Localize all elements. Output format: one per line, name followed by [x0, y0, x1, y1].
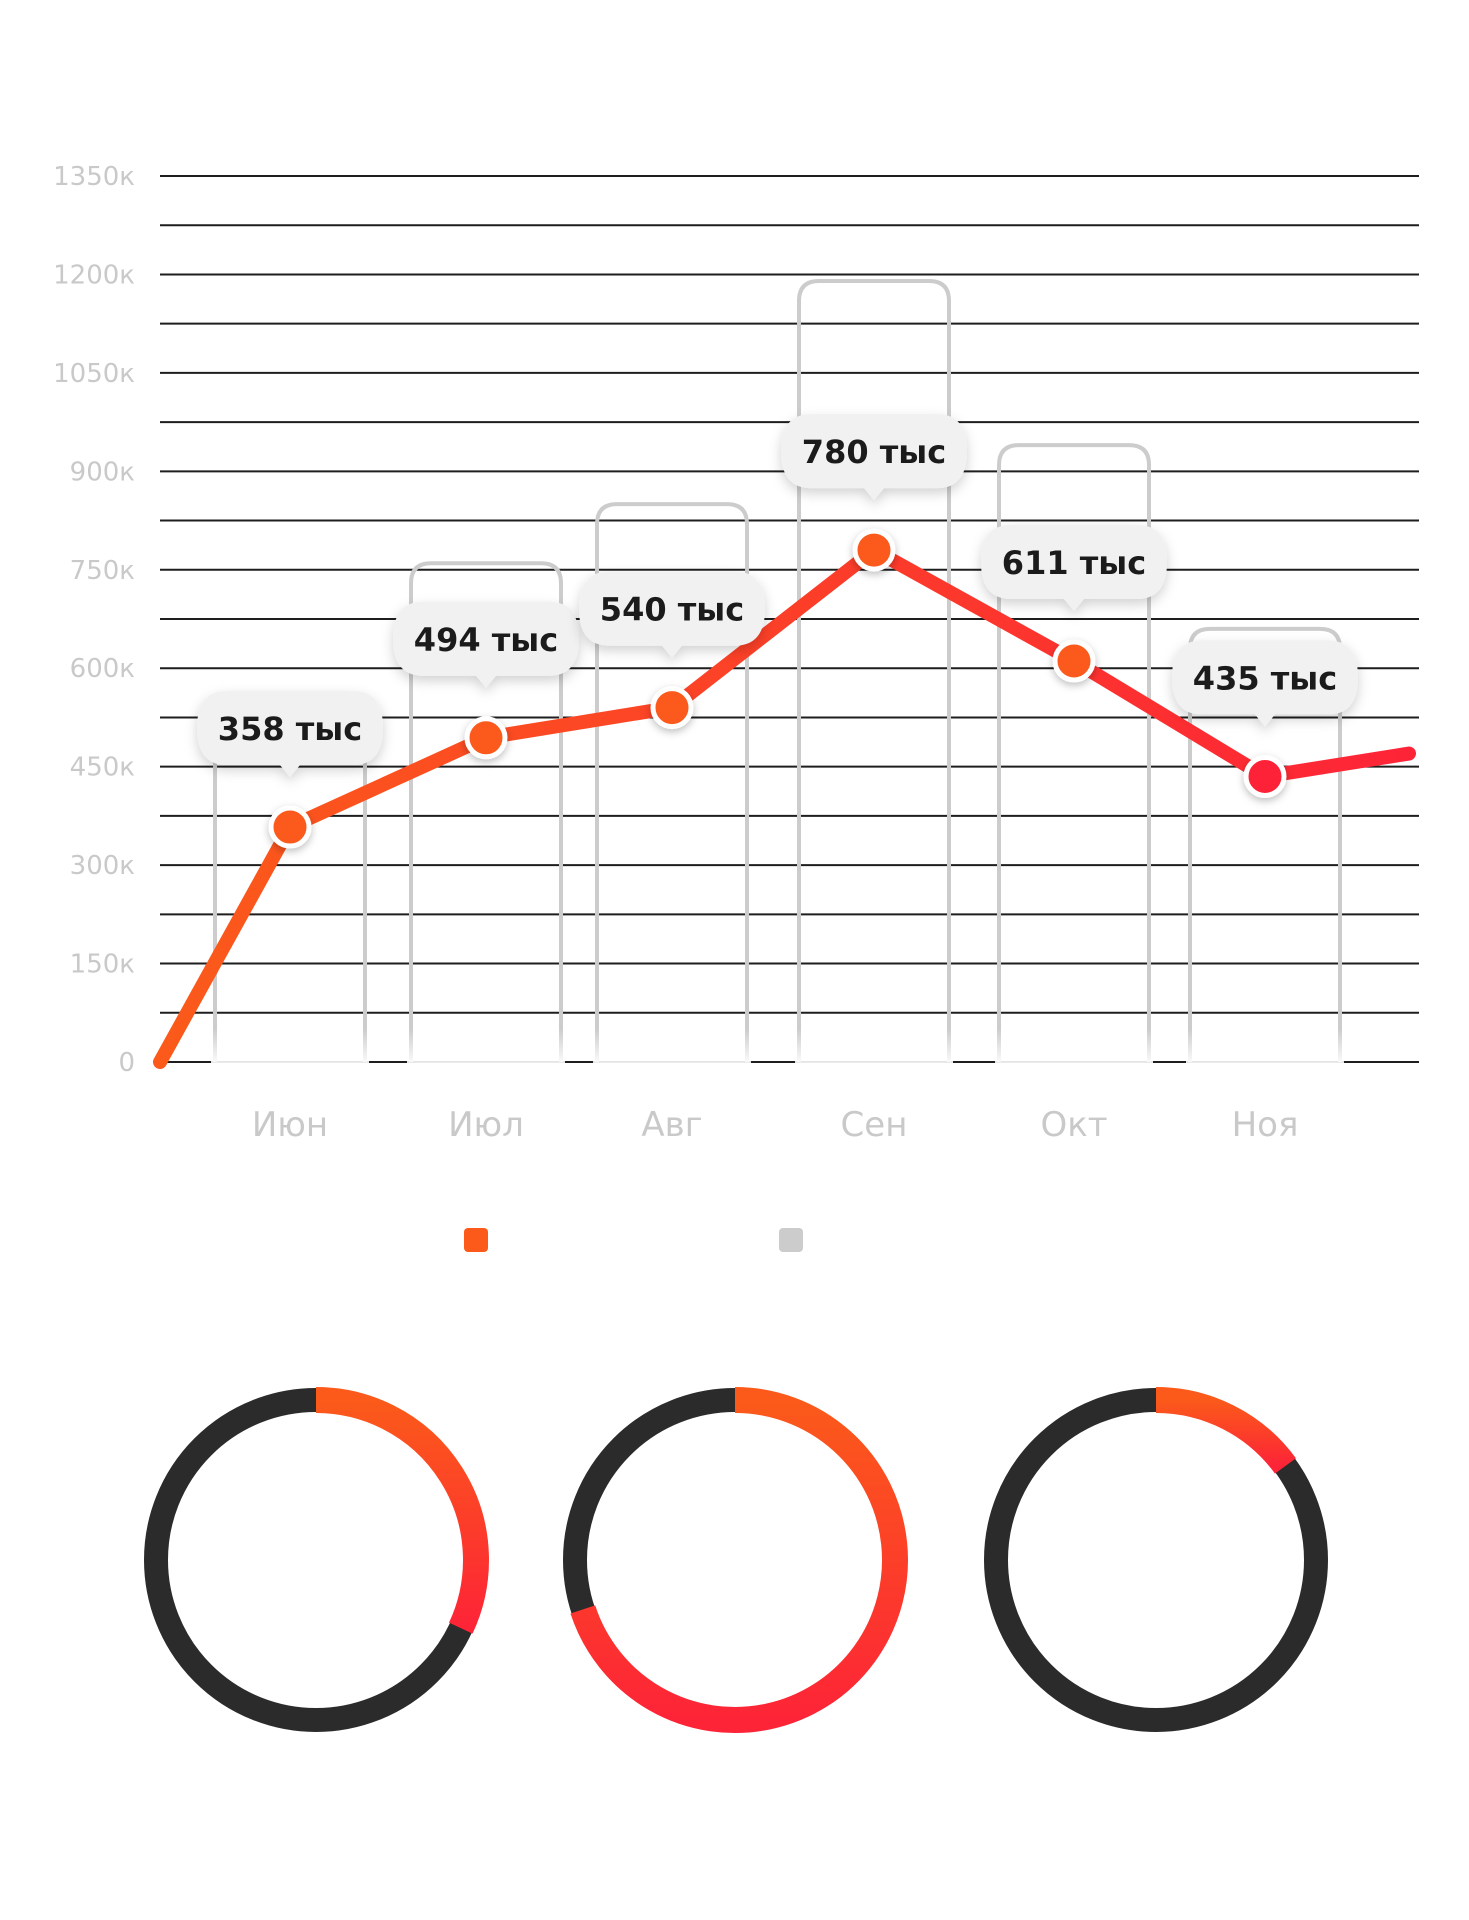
bar-fade: [407, 942, 565, 1066]
donut-arc: [1155, 1387, 1296, 1474]
data-point: [464, 716, 508, 760]
data-label-bubble: [781, 414, 967, 501]
bar-outlines: [211, 279, 1344, 1066]
bar-outline: [797, 279, 951, 1062]
data-point: [268, 805, 312, 849]
bar-fade: [995, 942, 1153, 1066]
x-tick-label: Сен: [841, 1105, 908, 1145]
data-label: 358 тыс: [218, 710, 362, 748]
y-tick-label: 0: [118, 1048, 135, 1078]
bar-fade: [1186, 942, 1344, 1066]
donut-arc: [570, 1387, 908, 1733]
data-point: [1052, 639, 1096, 683]
data-label: 435 тыс: [1193, 660, 1337, 698]
legend: [464, 1228, 803, 1252]
data-point: [1243, 755, 1287, 799]
bar-fade: [593, 942, 751, 1066]
x-tick-label: Ноя: [1232, 1105, 1299, 1145]
data-point: [852, 528, 896, 572]
bar-outline: [997, 443, 1151, 1062]
data-label-bubble: [579, 571, 765, 658]
y-tick-label: 300к: [70, 851, 135, 881]
data-label-bubble: [1172, 640, 1358, 727]
x-tick-label: Июл: [448, 1105, 524, 1145]
data-label-bubble: [197, 691, 383, 778]
series-line-group: [153, 543, 1416, 1069]
data-point: [650, 686, 694, 730]
x-tick-label: Июн: [252, 1105, 328, 1145]
data-label: 611 тыс: [1002, 544, 1146, 582]
donut-arc: [315, 1387, 489, 1634]
y-tick-label: 150к: [70, 950, 135, 980]
legend-swatch: [779, 1228, 803, 1252]
series-line: [153, 543, 1416, 1069]
data-label: 780 тыс: [802, 433, 946, 471]
data-label-bubble: [393, 601, 579, 688]
bar-fade: [795, 942, 953, 1066]
data-label: 494 тыс: [414, 621, 558, 659]
bar-fade: [211, 942, 369, 1066]
bar-outline: [1188, 626, 1342, 1062]
bar-outline: [595, 502, 749, 1062]
x-tick-label: Авг: [641, 1105, 702, 1145]
bar-outline: [409, 561, 563, 1062]
x-tick-label: Окт: [1040, 1105, 1107, 1145]
legend-swatch: [464, 1228, 488, 1252]
y-tick-label: 1200к: [53, 260, 135, 290]
y-tick-label: 1350к: [53, 162, 135, 192]
y-tick-label: 450к: [70, 753, 135, 783]
data-label: 540 тыс: [600, 591, 744, 629]
y-tick-label: 900к: [70, 457, 135, 487]
donut-charts: [144, 1387, 1328, 1733]
data-labels: 358 тыс 494 тыс 540 тыс 780 тыс 611 тыс 435 т…: [197, 414, 1358, 778]
y-tick-label: 600к: [70, 654, 135, 684]
data-label-bubble: [981, 525, 1167, 612]
y-tick-label: 1050к: [53, 359, 135, 389]
y-axis: 0 150к 300к 450к 600к 750к 900к 1050к 1200к 1350к: [53, 162, 135, 1078]
y-tick-label: 750к: [70, 556, 135, 586]
x-axis: Июн Июл Авг Сен Окт Ноя: [252, 1105, 1299, 1145]
data-points: [268, 528, 1287, 849]
